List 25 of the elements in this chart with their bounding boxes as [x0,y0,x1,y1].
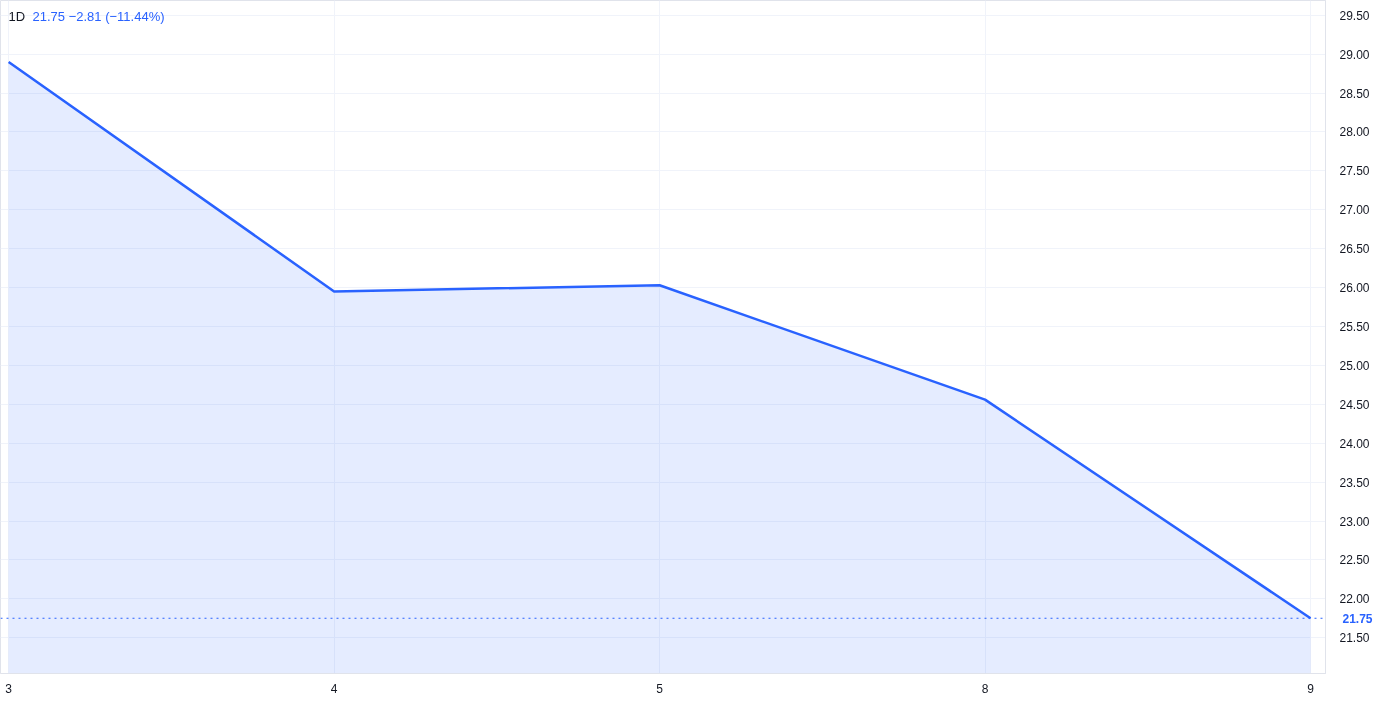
x-tick-label: 9 [1307,681,1315,696]
y-tick-label: 28.50 [1339,86,1370,101]
y-tick-label: 28.00 [1339,125,1370,140]
x-tick-label: 8 [981,681,989,696]
x-tick-label: 4 [330,681,338,696]
y-tick-label: 24.50 [1339,397,1370,412]
text: 21.75 −2.81 (−11.44%) [32,8,165,24]
y-tick-label: 23.00 [1339,514,1370,529]
y-tick-label: 22.50 [1339,553,1370,568]
y-tick-label: 25.00 [1339,358,1370,373]
ref-line-label: 21.75 [1342,611,1373,626]
y-tick-label: 27.00 [1339,203,1370,218]
y-tick-label: 24.00 [1339,436,1370,451]
y-tick-label: 21.50 [1339,631,1370,646]
x-tick-label: 3 [5,681,13,696]
y-tick-label: 26.00 [1339,281,1370,296]
y-tick-label: 23.50 [1339,475,1370,490]
y-tick-label: 25.50 [1339,320,1370,334]
y-tick-label: 29.50 [1339,8,1370,23]
y-tick-label: 29.00 [1339,47,1370,62]
x-tick-label: 5 [656,681,664,696]
y-tick-label: 27.50 [1339,164,1370,179]
y-tick-label: 26.50 [1339,242,1370,257]
y-tick-label: 22.00 [1339,592,1370,607]
text: 1D [8,8,26,24]
